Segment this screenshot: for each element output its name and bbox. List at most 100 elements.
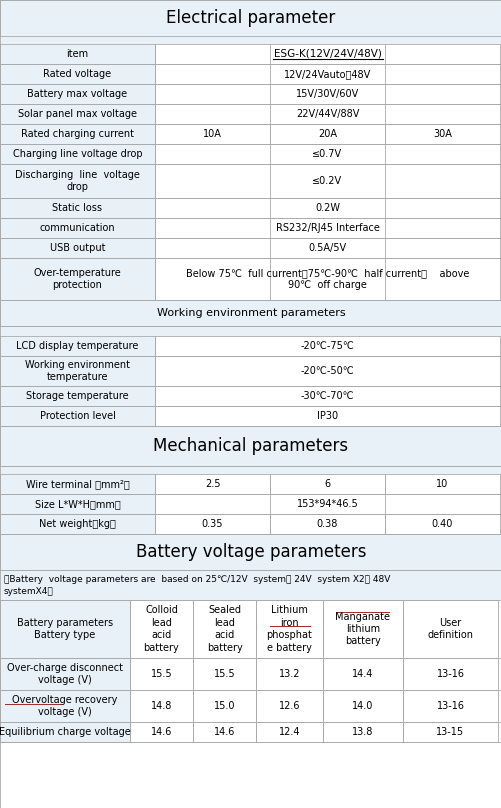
Text: Battery parameters
Battery type: Battery parameters Battery type <box>17 618 113 640</box>
Text: Solar panel max voltage: Solar panel max voltage <box>18 109 137 119</box>
Bar <box>0 218 155 238</box>
Bar <box>155 474 270 494</box>
Bar <box>402 690 497 722</box>
Text: Battery voltage parameters: Battery voltage parameters <box>135 543 366 561</box>
Text: Discharging  line  voltage
drop: Discharging line voltage drop <box>15 170 140 192</box>
Bar <box>0 722 130 742</box>
Bar <box>0 0 501 36</box>
Bar <box>0 84 155 104</box>
Text: -20℃-75℃: -20℃-75℃ <box>300 341 354 351</box>
Bar <box>155 356 499 386</box>
Text: ESG-K(12V/24V/48V): ESG-K(12V/24V/48V) <box>273 49 381 59</box>
Text: 6: 6 <box>324 479 330 489</box>
Text: 15.5: 15.5 <box>213 669 235 679</box>
Bar <box>155 494 499 514</box>
Text: Storage temperature: Storage temperature <box>26 391 129 401</box>
Bar <box>322 690 402 722</box>
Text: Working environment
temperature: Working environment temperature <box>25 360 130 382</box>
Text: Size L*W*H（mm）: Size L*W*H（mm） <box>35 499 120 509</box>
Text: 15V/30V/60V: 15V/30V/60V <box>295 89 358 99</box>
Text: IP30: IP30 <box>316 411 337 421</box>
Text: 22V/44V/88V: 22V/44V/88V <box>295 109 359 119</box>
Bar <box>0 474 155 494</box>
Bar <box>0 658 130 690</box>
Bar <box>0 326 501 336</box>
Bar <box>155 164 499 198</box>
Bar <box>155 386 499 406</box>
Text: User
definition: User definition <box>427 618 472 640</box>
Bar <box>0 356 155 386</box>
Bar <box>256 690 322 722</box>
Text: Colloid
lead
acid
battery: Colloid lead acid battery <box>143 605 179 653</box>
Text: systemX4）: systemX4） <box>4 587 54 596</box>
Bar <box>270 514 384 534</box>
Text: 15.0: 15.0 <box>213 701 235 711</box>
Text: LCD display temperature: LCD display temperature <box>16 341 138 351</box>
Text: Overvoltage recovery
voltage (V): Overvoltage recovery voltage (V) <box>13 695 117 717</box>
Text: 14.6: 14.6 <box>150 727 172 737</box>
Text: Equilibrium charge voltage: Equilibrium charge voltage <box>0 727 131 737</box>
Bar <box>0 600 130 658</box>
Text: Lithium
iron
phosphat
e battery: Lithium iron phosphat e battery <box>266 605 312 653</box>
Text: 0.40: 0.40 <box>431 519 452 529</box>
Text: -20℃-50℃: -20℃-50℃ <box>300 366 354 376</box>
Text: Manganate
lithium
battery: Manganate lithium battery <box>335 612 390 646</box>
Bar <box>155 84 499 104</box>
Text: Wire terminal （mm²）: Wire terminal （mm²） <box>26 479 129 489</box>
Bar <box>270 474 384 494</box>
Bar <box>130 600 192 658</box>
Text: 30A: 30A <box>432 129 451 139</box>
Text: Mechanical parameters: Mechanical parameters <box>153 437 348 455</box>
Bar <box>0 406 155 426</box>
Text: Static loss: Static loss <box>53 203 102 213</box>
Bar <box>322 722 402 742</box>
Bar <box>384 474 499 494</box>
Text: 12V/24Vauto，48V: 12V/24Vauto，48V <box>283 69 370 79</box>
Bar <box>155 258 499 300</box>
Bar <box>192 658 256 690</box>
Bar <box>402 600 497 658</box>
Text: 0.2W: 0.2W <box>314 203 339 213</box>
Text: ≤0.7V: ≤0.7V <box>312 149 342 159</box>
Text: 13-15: 13-15 <box>435 727 463 737</box>
Text: 13.2: 13.2 <box>278 669 300 679</box>
Text: Below 75℃  full current，75℃-90℃  half current，    above
90℃  off charge: Below 75℃ full current，75℃-90℃ half curr… <box>185 268 468 290</box>
Bar <box>155 64 499 84</box>
Text: 2.5: 2.5 <box>204 479 220 489</box>
Text: 20A: 20A <box>317 129 336 139</box>
Bar <box>0 124 155 144</box>
Text: Rated voltage: Rated voltage <box>44 69 111 79</box>
Bar <box>256 600 322 658</box>
Text: communication: communication <box>40 223 115 233</box>
Text: 153*94*46.5: 153*94*46.5 <box>296 499 358 509</box>
Bar <box>0 494 155 514</box>
Bar <box>192 600 256 658</box>
Text: Sealed
lead
acid
battery: Sealed lead acid battery <box>206 605 242 653</box>
Text: 0.38: 0.38 <box>316 519 338 529</box>
Bar <box>0 64 155 84</box>
Bar <box>155 44 499 64</box>
Bar <box>402 658 497 690</box>
Bar <box>0 144 155 164</box>
Text: 0.5A/5V: 0.5A/5V <box>308 243 346 253</box>
Bar <box>0 300 501 326</box>
Bar <box>0 690 130 722</box>
Bar <box>192 690 256 722</box>
Bar <box>256 722 322 742</box>
Text: 13-16: 13-16 <box>436 669 463 679</box>
Bar <box>192 722 256 742</box>
Text: Over-temperature
protection: Over-temperature protection <box>34 268 121 290</box>
Bar <box>130 658 192 690</box>
Bar <box>0 164 155 198</box>
Bar <box>0 36 501 44</box>
Bar <box>384 514 499 534</box>
Text: 13.8: 13.8 <box>352 727 373 737</box>
Text: Net weight（kg）: Net weight（kg） <box>39 519 116 529</box>
Text: Charging line voltage drop: Charging line voltage drop <box>13 149 142 159</box>
Bar <box>402 722 497 742</box>
Text: 15.5: 15.5 <box>150 669 172 679</box>
Bar <box>0 198 155 218</box>
Bar <box>0 426 501 466</box>
Bar <box>155 406 499 426</box>
Text: Rated charging current: Rated charging current <box>21 129 134 139</box>
